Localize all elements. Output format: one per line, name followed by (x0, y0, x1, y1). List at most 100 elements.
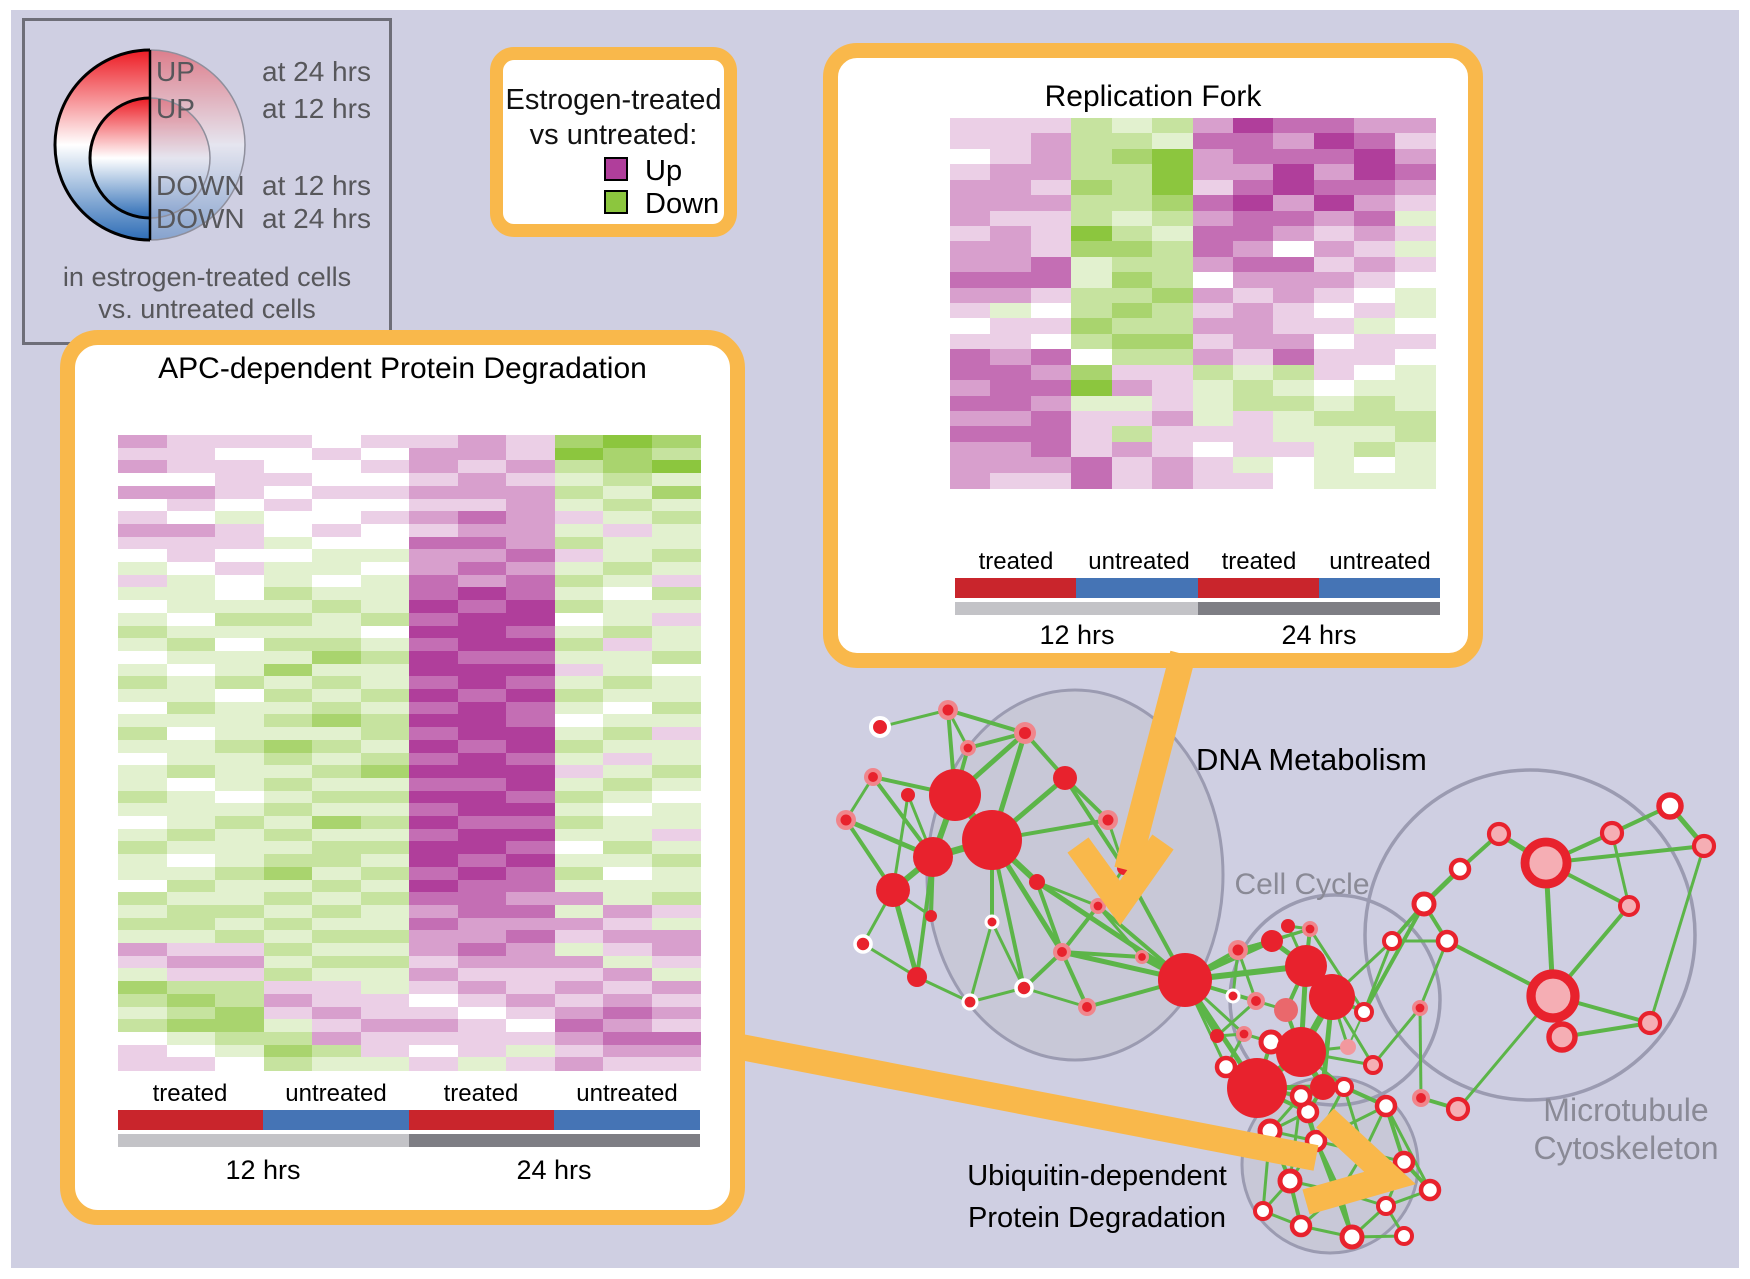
heatmap-cell (457, 803, 507, 817)
heatmap-cell (1313, 303, 1355, 320)
heatmap-cell (1232, 164, 1274, 181)
heatmap-cell (554, 1057, 604, 1071)
heatmap-cell (1152, 256, 1194, 273)
heatmap-cell (554, 803, 604, 817)
heatmap-cell (1192, 395, 1234, 412)
heatmap-cell (263, 587, 313, 601)
network-node (1354, 1002, 1374, 1022)
heatmap-cell (118, 866, 168, 881)
heatmap-cell (215, 879, 265, 893)
heatmap-cell (1273, 164, 1315, 181)
heatmap-cell (360, 1031, 410, 1046)
heatmap-cell (118, 981, 168, 995)
heatmap-cell (651, 562, 701, 576)
heatmap-cell (215, 600, 265, 614)
heatmap-cell (457, 866, 507, 881)
apc-time-12: 12 hrs (225, 1155, 301, 1185)
heatmap-cell (215, 917, 265, 931)
heatmap-cell (1354, 225, 1396, 242)
heatmap-cell (166, 663, 216, 677)
heatmap-cell (215, 638, 265, 652)
network-node-core (1018, 726, 1032, 740)
heatmap-cell (603, 435, 653, 449)
heatmap-cell (1111, 410, 1153, 427)
heatmap-cell (506, 981, 556, 995)
heatmap-cell (263, 1031, 313, 1046)
heatmap-cell (166, 447, 216, 461)
network-node (1253, 1201, 1273, 1221)
heatmap-cell (409, 536, 459, 550)
network-node (1334, 1077, 1354, 1097)
heatmap-cell (409, 752, 459, 766)
heatmap-cell (215, 511, 265, 525)
heatmap-cell (1192, 164, 1234, 181)
heatmap-cell (457, 473, 507, 487)
ring-gradient-icon (53, 48, 246, 242)
network-node (961, 993, 979, 1011)
heatmap-cell (263, 816, 313, 830)
heatmap-cell (166, 485, 216, 500)
heatmap-cell (554, 498, 604, 512)
heatmap-cell (360, 714, 410, 728)
network-node (1261, 930, 1283, 952)
heatmap-cell (603, 650, 653, 665)
heatmap-cell (603, 904, 653, 919)
heatmap-cell (1273, 380, 1315, 397)
heatmap-cell (950, 179, 992, 196)
heatmap-cell (651, 790, 701, 804)
heatmap-cell (1071, 148, 1113, 165)
heatmap-cell (360, 816, 410, 830)
heatmap-cell (312, 473, 362, 487)
heatmap-cell (118, 854, 168, 868)
heatmap-cell (312, 1006, 362, 1020)
heatmap-cell (1232, 380, 1274, 397)
heatmap-cell (554, 600, 604, 614)
heatmap-cell (554, 752, 604, 766)
heatmap-cell (1030, 318, 1072, 335)
heatmap-cell (312, 777, 362, 792)
heatmap-cell (118, 460, 168, 474)
heatmap-cell (1394, 395, 1436, 412)
network-node (1277, 1168, 1303, 1194)
apc-timebar-24 (409, 1134, 700, 1147)
heatmap-cell (990, 179, 1032, 196)
heatmap-cell (360, 663, 410, 677)
heatmap-cell (360, 587, 410, 601)
heatmap-cell (950, 303, 992, 320)
heatmap-cell (1192, 333, 1234, 350)
heatmap-cell (1111, 349, 1153, 366)
heatmap-cell (1313, 380, 1355, 397)
heatmap-cell (457, 511, 507, 525)
heatmap-cell (312, 498, 362, 512)
heatmap-cell (651, 892, 701, 906)
network-node (962, 810, 1022, 870)
heatmap-cell (409, 727, 459, 741)
heatmap-cell (457, 968, 507, 982)
heatmap-cell (1071, 380, 1113, 397)
heatmap-cell (1313, 441, 1355, 458)
heatmap-cell (457, 435, 507, 449)
heatmap-cell (1313, 395, 1355, 412)
network-node (1526, 969, 1580, 1023)
heatmap-cell (1394, 118, 1436, 135)
heatmap-cell (1071, 472, 1113, 489)
heatmap-cell (990, 364, 1032, 381)
heatmap-cell (651, 460, 701, 474)
heatmap-cell (950, 410, 992, 427)
heatmap-cell (457, 562, 507, 576)
heatmap-cell (457, 447, 507, 461)
network-node (1637, 1010, 1663, 1036)
rf-group-untreated-12: untreated (1088, 548, 1190, 575)
heatmap-cell (360, 904, 410, 919)
heatmap-cell (409, 701, 459, 715)
heatmap-cell (263, 485, 313, 500)
heatmap-cell (990, 210, 1032, 227)
heatmap-cell (1232, 349, 1274, 366)
heatmap-cell (1273, 457, 1315, 474)
heatmap-cell (215, 765, 265, 779)
heatmap-cell (1152, 349, 1194, 366)
heatmap-cell (166, 968, 216, 982)
heatmap-cell (312, 714, 362, 728)
heatmap-cell (506, 638, 556, 652)
heatmap-cell (457, 663, 507, 677)
